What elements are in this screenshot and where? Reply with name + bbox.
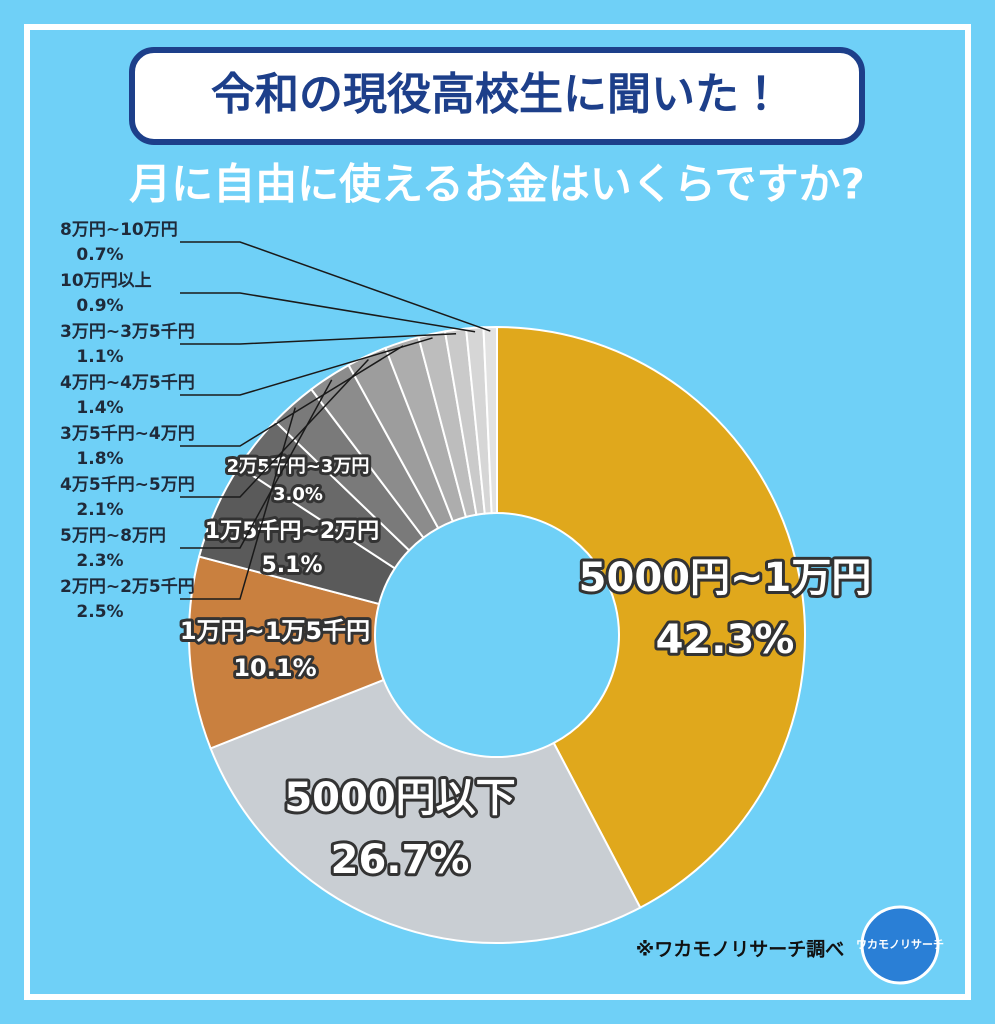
slice [482, 325, 498, 515]
banner: 令和の現役高校生に聞いた！ [211, 69, 783, 120]
value-label: 42.3% [656, 617, 795, 663]
value-label: 0.9% [76, 296, 123, 316]
slice-label: 5000円~1万円 [579, 555, 872, 601]
value-label: 26.7% [331, 837, 470, 883]
slice-label: 2万円~2万5千円 [60, 577, 195, 597]
slice [209, 678, 642, 944]
value-label: 3.0% [273, 484, 323, 505]
slice-label: 2万5千円~3万円 [227, 456, 370, 477]
leader-line [180, 407, 296, 600]
leader-line [180, 359, 369, 498]
slice [496, 325, 806, 910]
value-label: 0.7% [76, 245, 123, 265]
value-label: 2.3% [76, 551, 123, 571]
donut [188, 325, 806, 944]
source: ※ワカモノリサーチ調べ [636, 939, 844, 961]
value-label: 1.4% [76, 398, 123, 418]
leader-line [180, 345, 404, 447]
slice-label: 1万5千円~2万円 [205, 519, 379, 544]
value-label: 2.5% [76, 602, 123, 622]
slice [188, 555, 385, 750]
slice-label: 4万5千円~5万円 [60, 475, 195, 495]
frame [24, 24, 971, 1000]
chart-title: 月に自由に使えるお金はいくらですか? [129, 160, 865, 209]
slice-label: 10万円以上 [60, 271, 152, 291]
slice-label: 3万5千円~4万円 [60, 424, 195, 444]
logo-badge [860, 905, 940, 985]
value-label: 2.1% [76, 500, 123, 520]
leader-line [180, 333, 457, 345]
value-label: 10.1% [233, 654, 316, 682]
leader-line [180, 337, 433, 396]
slice-label: 1万円~1万5千円 [180, 617, 370, 645]
value-label: 5.1% [261, 553, 322, 578]
slice-label: 5万円~8万円 [60, 526, 166, 546]
leader-line [180, 379, 333, 549]
slice-label: 5000円以下 [284, 775, 515, 821]
logo: ワカモノリサーチ [856, 938, 944, 951]
slice-label: 8万円~10万円 [60, 220, 178, 240]
leader-line [180, 241, 491, 332]
value-label: 1.1% [76, 347, 123, 367]
slice-label: 3万円~3万5千円 [60, 322, 195, 342]
value-label: 1.8% [76, 449, 123, 469]
banner-box [129, 47, 865, 145]
leader-line [180, 292, 476, 333]
slice-label: 4万円~4万5千円 [60, 373, 195, 393]
